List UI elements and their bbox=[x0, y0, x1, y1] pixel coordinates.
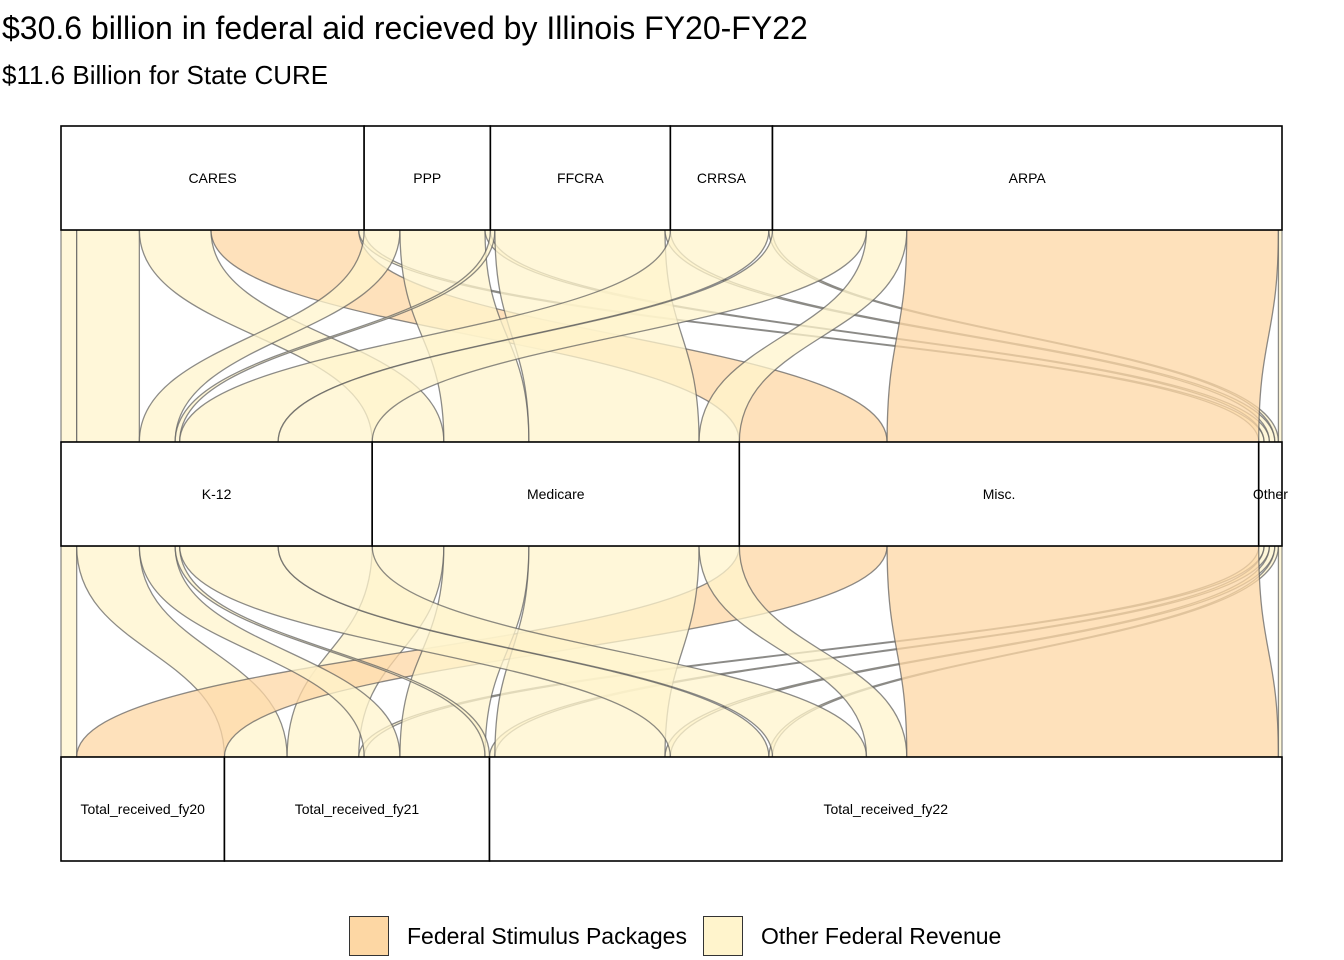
stratum-total-received-fy22 bbox=[488, 756, 1283, 862]
stratum-label-total-received-fy22: Total_received_fy22 bbox=[823, 801, 948, 817]
flow-arpa-total-received-fy22 bbox=[886, 545, 1280, 758]
stratum-label-medicare: Medicare bbox=[527, 486, 585, 502]
stratum-total-received-fy21 bbox=[223, 756, 491, 862]
chart-title: $30.6 billion in federal aid recieved by… bbox=[2, 10, 808, 46]
stratum-label-arpa: ARPA bbox=[1009, 170, 1047, 186]
stratum-label-cares: CARES bbox=[188, 170, 236, 186]
stratum-ppp bbox=[363, 125, 492, 231]
flow-cares-k-12 bbox=[60, 229, 78, 443]
stratum-label-total-received-fy21: Total_received_fy21 bbox=[295, 801, 420, 817]
stratum-label-k-12: K-12 bbox=[202, 486, 232, 502]
stratum-label-total-received-fy20: Total_received_fy20 bbox=[80, 801, 205, 817]
flow-arpa-misc- bbox=[886, 229, 1280, 443]
legend-item-stimulus: Federal Stimulus Packages bbox=[349, 916, 687, 956]
stratum-other bbox=[1257, 441, 1283, 547]
legend-label-stimulus: Federal Stimulus Packages bbox=[407, 922, 687, 949]
legend-swatch-stimulus bbox=[349, 916, 389, 956]
stratum-cares bbox=[60, 125, 365, 231]
stratum-misc bbox=[738, 441, 1260, 547]
stratum-ffcra bbox=[489, 125, 672, 231]
legend-label-other: Other Federal Revenue bbox=[760, 922, 1002, 949]
legend-item-other: Other Federal Revenue bbox=[702, 916, 1002, 956]
flow-cares-k-12 bbox=[76, 229, 141, 443]
stratum-label-other: Other bbox=[1253, 486, 1288, 502]
stratum-medicare bbox=[371, 441, 741, 547]
flow-layer bbox=[60, 229, 1283, 758]
stratum-k-12 bbox=[60, 441, 373, 547]
legend-swatch-other bbox=[702, 916, 743, 956]
stratum-label-crrsa: CRRSA bbox=[697, 170, 747, 186]
stratum-arpa bbox=[771, 125, 1283, 231]
stratum-label-ffcra: FFCRA bbox=[557, 170, 604, 186]
strata-layer: CARES PPP FFCRA CRRSA ARPA K-12 Medicare Misc. O… bbox=[60, 125, 1288, 862]
flow-cares-total-received-fy20 bbox=[60, 545, 78, 758]
stratum-crrsa bbox=[669, 125, 774, 231]
stratum-label-ppp: PPP bbox=[413, 170, 441, 186]
stratum-label-misc: Misc. bbox=[983, 486, 1016, 502]
legend: Federal Stimulus Packages Other Federal … bbox=[349, 914, 1017, 958]
flow-arpa-total-received-fy22 bbox=[1277, 545, 1283, 758]
flow-arpa-other bbox=[1277, 229, 1283, 443]
chart-subtitle: $11.6 Billion for State CURE bbox=[2, 60, 329, 90]
